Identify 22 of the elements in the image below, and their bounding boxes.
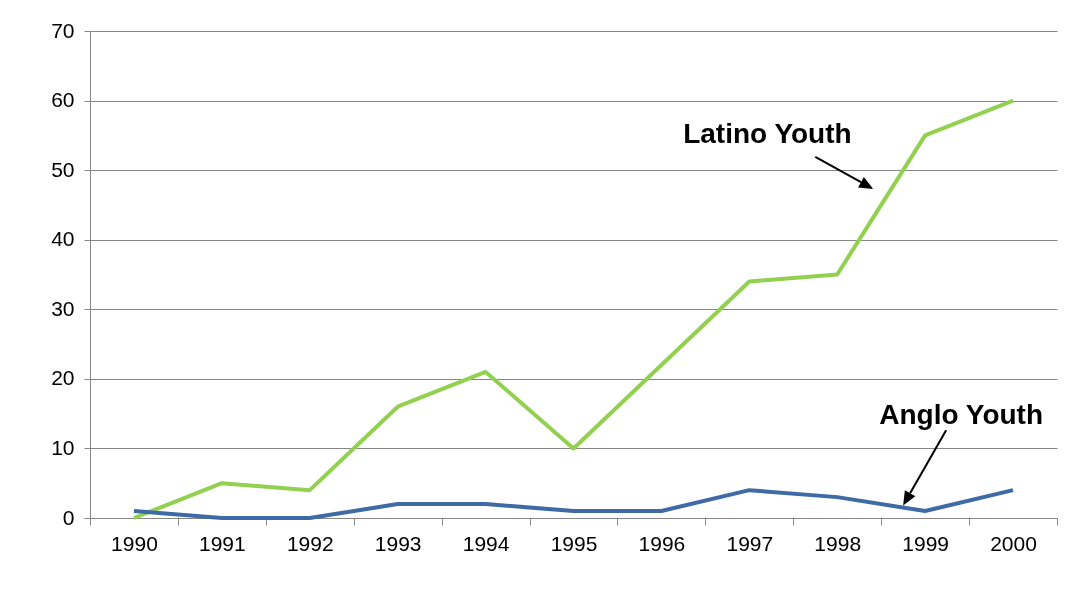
x-tick-label: 1996 (638, 531, 686, 555)
y-tick-label: 0 (62, 505, 75, 529)
y-tick-label: 50 (51, 157, 75, 181)
y-tick-label: 20 (51, 366, 75, 390)
x-tick-label: 1992 (286, 531, 334, 555)
x-tick-label: 1993 (374, 531, 422, 555)
text: Anglo Youth (879, 398, 1044, 430)
series-label: Latino Youth (683, 118, 852, 150)
x-tick-label: 2000 (990, 531, 1037, 555)
y-tick-label: 70 (51, 18, 75, 42)
y-tick-label: 60 (51, 88, 75, 112)
x-tick-label: 1990 (111, 531, 158, 555)
x-tick-label: 1998 (814, 531, 862, 555)
x-tick-label: 1994 (462, 531, 510, 555)
x-tick-label: 1991 (199, 531, 246, 555)
y-tick-label: 40 (51, 227, 75, 251)
x-tick-label: 1999 (902, 531, 949, 555)
x-tick-label: 1997 (726, 531, 774, 555)
line-series (131, 488, 1016, 520)
y-tick-label: 10 (51, 435, 75, 459)
x-tick-label: 1995 (550, 531, 598, 555)
y-tick-label: 30 (51, 296, 75, 320)
